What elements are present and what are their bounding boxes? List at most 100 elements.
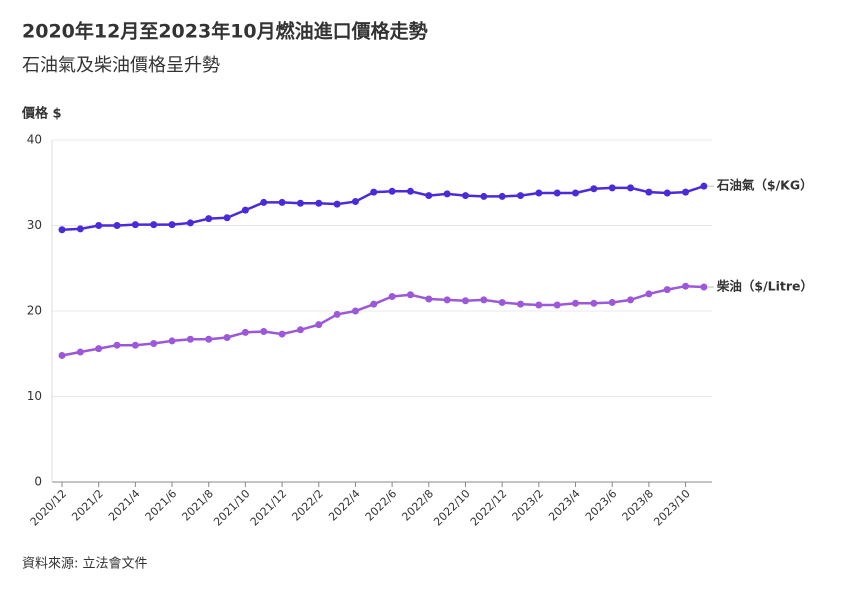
- data-point: [645, 290, 653, 298]
- data-point: [351, 198, 359, 206]
- y-tick-label: 20: [27, 304, 42, 318]
- data-point: [682, 188, 690, 196]
- x-tick-label: 2021/6: [143, 487, 180, 524]
- x-tick-label: 2021/8: [179, 487, 216, 524]
- y-tick-label: 10: [27, 389, 42, 403]
- data-point: [241, 328, 249, 336]
- data-point: [278, 198, 286, 206]
- data-point: [663, 189, 671, 197]
- data-point: [58, 226, 66, 234]
- x-tick-label: 2021/10: [211, 487, 253, 529]
- data-point: [388, 292, 396, 300]
- data-point: [351, 307, 359, 315]
- x-tick-label: 2020/12: [28, 487, 70, 529]
- data-point: [682, 282, 690, 290]
- data-point: [480, 296, 488, 304]
- data-point: [663, 286, 671, 294]
- x-tick-label: 2023/10: [651, 487, 693, 529]
- data-point: [205, 215, 213, 223]
- y-tick-label: 30: [27, 218, 42, 232]
- data-point: [461, 192, 469, 200]
- data-point: [461, 297, 469, 305]
- data-point: [406, 187, 414, 195]
- data-point: [590, 299, 598, 307]
- x-tick-label: 2022/8: [399, 487, 436, 524]
- data-point: [553, 301, 561, 309]
- data-point: [572, 189, 580, 197]
- data-point: [535, 189, 543, 197]
- y-tick-label: 40: [27, 133, 42, 147]
- x-tick-label: 2022/6: [363, 487, 400, 524]
- data-point: [370, 300, 378, 308]
- data-point: [443, 190, 451, 198]
- data-point: [296, 326, 304, 334]
- series-label: 柴油（$/Litre）: [716, 279, 813, 294]
- data-point: [168, 337, 176, 345]
- data-point: [223, 214, 231, 222]
- x-tick-label: 2022/12: [468, 487, 510, 529]
- data-point: [260, 328, 268, 336]
- data-point: [333, 310, 341, 318]
- data-point: [590, 185, 598, 193]
- data-point: [406, 291, 414, 299]
- data-point: [278, 330, 286, 338]
- data-point: [517, 192, 524, 200]
- data-point: [498, 192, 506, 200]
- data-point: [608, 298, 616, 306]
- data-point: [480, 192, 488, 200]
- x-tick-label: 2022/10: [431, 487, 473, 529]
- x-tick-label: 2022/4: [326, 487, 363, 524]
- data-point: [315, 321, 323, 329]
- data-point: [260, 198, 268, 206]
- data-point: [370, 188, 378, 196]
- data-point: [645, 188, 653, 196]
- x-tick-label: 2023/4: [546, 487, 583, 524]
- x-tick-label: 2021/12: [248, 487, 290, 529]
- data-point: [131, 341, 139, 349]
- y-tick-label: 0: [34, 475, 42, 489]
- data-point: [223, 334, 231, 342]
- data-point: [333, 200, 341, 208]
- data-point: [443, 296, 451, 304]
- series-line: [61, 284, 704, 357]
- data-point: [425, 192, 433, 200]
- data-point: [150, 221, 158, 229]
- data-point: [168, 221, 176, 229]
- data-point: [241, 206, 249, 214]
- x-tick-label: 2022/2: [289, 487, 326, 524]
- data-point: [425, 295, 433, 303]
- series-line: [61, 184, 705, 232]
- data-point: [700, 283, 708, 291]
- chart-subtitle: 石油氣及柴油價格呈升勢: [22, 55, 220, 76]
- data-point: [296, 199, 304, 207]
- data-point: [58, 351, 66, 359]
- data-point: [498, 298, 506, 306]
- data-point: [627, 184, 635, 192]
- source: 資料來源: 立法會文件: [22, 557, 148, 572]
- data-point: [205, 335, 213, 343]
- x-tick-label: 2021/4: [106, 487, 143, 524]
- data-point: [572, 299, 580, 307]
- data-point: [95, 345, 103, 353]
- x-tick-label: 2021/2: [69, 487, 106, 524]
- data-point: [535, 301, 543, 309]
- data-point: [608, 184, 616, 192]
- data-point: [186, 335, 194, 343]
- series-label: 石油氣（$/KG）: [716, 178, 813, 193]
- data-point: [186, 219, 194, 227]
- data-point: [150, 339, 158, 347]
- data-point: [131, 221, 139, 229]
- chart-title: 2020年12月至2023年10月燃油進口價格走勢: [22, 20, 428, 43]
- y-axis-label: 價格 $: [21, 106, 62, 122]
- data-point: [627, 296, 635, 304]
- data-point: [95, 222, 103, 229]
- data-point: [700, 182, 708, 190]
- data-point: [388, 187, 396, 195]
- data-point: [76, 348, 84, 356]
- data-point: [113, 222, 121, 229]
- x-tick-label: 2023/2: [510, 487, 547, 524]
- data-point: [113, 341, 121, 349]
- data-point: [517, 300, 524, 308]
- data-point: [315, 199, 323, 207]
